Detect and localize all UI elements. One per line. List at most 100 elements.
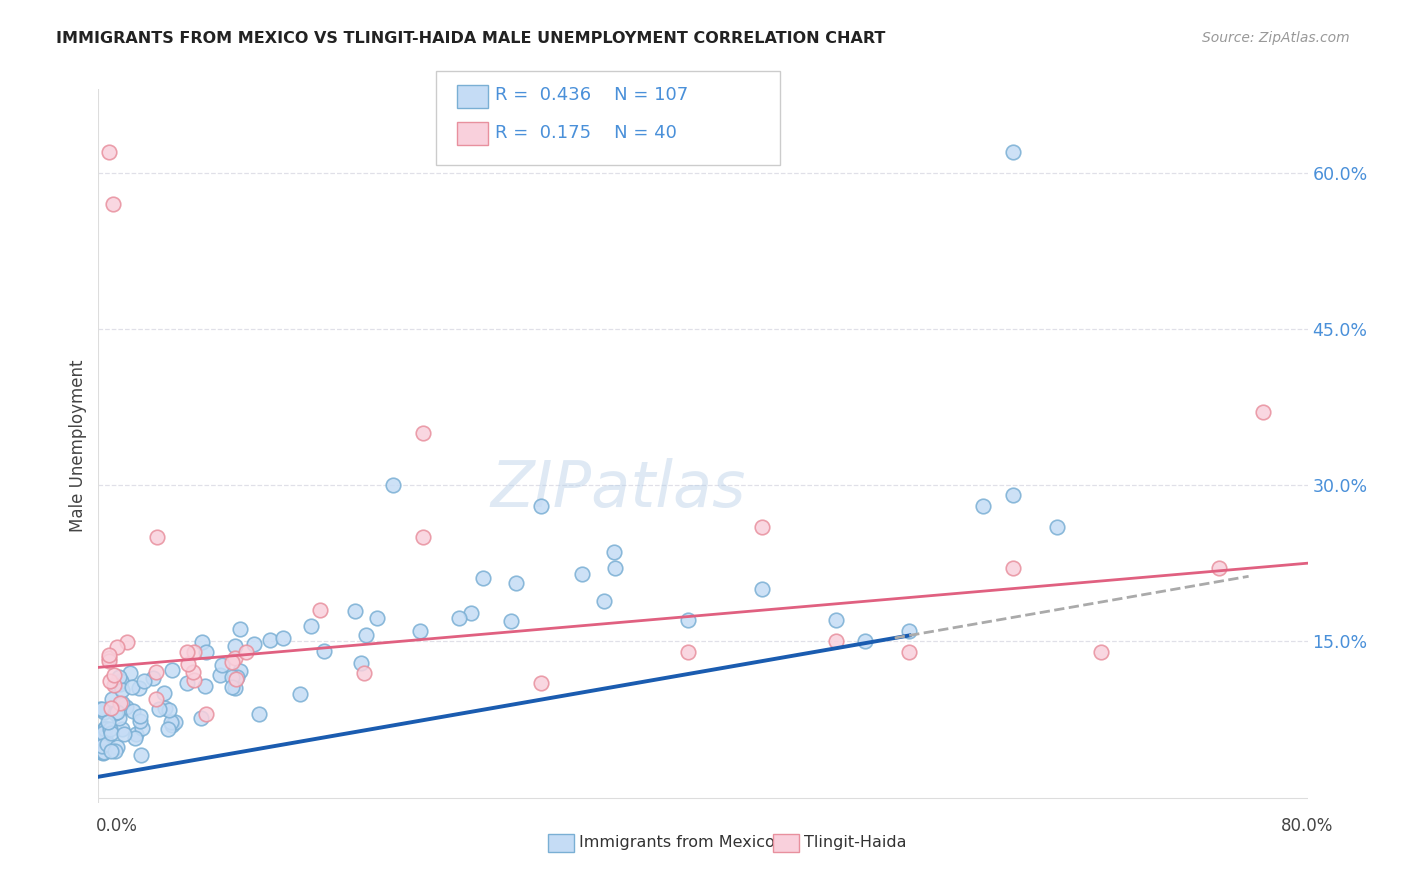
Point — [93, 721, 115, 735]
Point — [412, 425, 434, 440]
Point — [176, 645, 198, 659]
Point — [91, 745, 114, 759]
Point — [145, 665, 167, 679]
Point — [211, 658, 233, 673]
Point — [152, 686, 174, 700]
Point — [90, 731, 112, 745]
Point — [101, 692, 124, 706]
Point — [93, 705, 115, 719]
Text: 80.0%: 80.0% — [1281, 817, 1333, 835]
Point — [101, 196, 124, 211]
Point — [145, 692, 167, 706]
Point — [111, 696, 134, 710]
Point — [98, 723, 121, 737]
Point — [1001, 488, 1024, 502]
Point — [751, 582, 773, 597]
Point — [157, 722, 180, 736]
Point — [104, 744, 127, 758]
Point — [98, 674, 121, 689]
Point — [129, 747, 152, 762]
Point — [183, 673, 205, 688]
Point — [91, 746, 114, 760]
Point — [89, 702, 111, 716]
Point — [90, 739, 112, 754]
Point — [350, 656, 373, 670]
Point — [571, 566, 593, 581]
Point — [290, 687, 312, 701]
Point — [98, 654, 121, 668]
Point — [412, 530, 434, 544]
Text: Immigrants from Mexico: Immigrants from Mexico — [579, 836, 775, 850]
Point — [115, 699, 138, 714]
Point — [271, 631, 294, 645]
Point — [103, 677, 125, 691]
Point — [110, 696, 132, 710]
Point — [110, 673, 132, 688]
Point — [194, 679, 217, 693]
Point — [447, 611, 470, 625]
Point — [603, 561, 626, 575]
Point — [530, 676, 553, 690]
Point — [148, 702, 170, 716]
Point — [176, 676, 198, 690]
Point — [121, 704, 143, 718]
Point — [228, 623, 250, 637]
Point — [499, 615, 522, 629]
Point — [505, 575, 527, 590]
Point — [460, 607, 482, 621]
Point — [190, 710, 212, 724]
Point — [97, 715, 120, 730]
Point — [93, 726, 115, 740]
Point — [128, 708, 150, 723]
Point — [134, 674, 156, 689]
Y-axis label: Male Unemployment: Male Unemployment — [69, 359, 87, 533]
Point — [114, 727, 136, 741]
Point — [354, 628, 377, 642]
Text: IMMIGRANTS FROM MEXICO VS TLINGIT-HAIDA MALE UNEMPLOYMENT CORRELATION CHART: IMMIGRANTS FROM MEXICO VS TLINGIT-HAIDA … — [56, 31, 886, 46]
Point — [181, 665, 204, 679]
Point — [97, 651, 120, 665]
Text: Source: ZipAtlas.com: Source: ZipAtlas.com — [1202, 31, 1350, 45]
Point — [471, 571, 494, 585]
Point — [299, 619, 322, 633]
Point — [235, 645, 257, 659]
Point — [104, 706, 127, 720]
Point — [160, 718, 183, 732]
Point — [824, 614, 846, 628]
Point — [229, 664, 252, 678]
Point — [94, 722, 117, 736]
Point — [344, 604, 367, 618]
Point — [111, 722, 134, 736]
Point — [105, 640, 128, 654]
Point — [224, 650, 246, 665]
Point — [97, 145, 120, 159]
Point — [129, 714, 152, 728]
Point — [898, 645, 921, 659]
Point — [153, 701, 176, 715]
Point — [194, 645, 217, 659]
Point — [898, 624, 921, 638]
Point — [224, 640, 246, 654]
Text: Tlingit-Haida: Tlingit-Haida — [804, 836, 907, 850]
Point — [93, 745, 115, 759]
Point — [118, 665, 141, 680]
Point — [312, 644, 335, 658]
Point — [105, 739, 128, 754]
Point — [530, 499, 553, 513]
Point — [678, 645, 700, 659]
Point — [128, 681, 150, 695]
Point — [308, 603, 330, 617]
Point — [221, 655, 243, 669]
Point — [191, 635, 214, 649]
Point — [163, 715, 186, 730]
Point — [224, 681, 246, 696]
Point — [1046, 520, 1069, 534]
Point — [90, 738, 112, 752]
Point — [111, 683, 134, 698]
Point — [162, 663, 184, 677]
Point — [100, 744, 122, 758]
Point — [108, 670, 131, 684]
Point — [678, 614, 700, 628]
Point — [103, 668, 125, 682]
Point — [603, 544, 626, 558]
